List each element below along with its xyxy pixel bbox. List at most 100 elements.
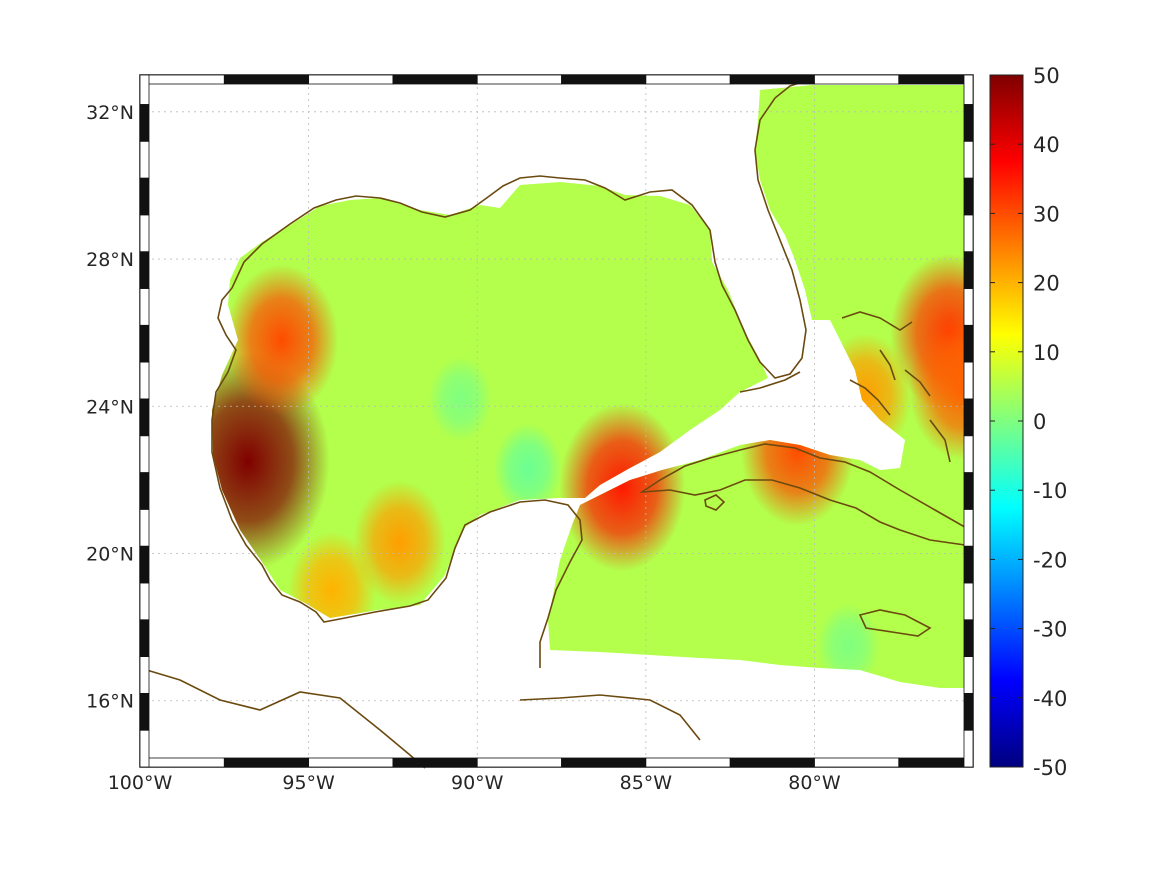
longitude-label: 95°W bbox=[282, 772, 335, 794]
texas-shelf-high bbox=[224, 264, 339, 416]
longitude-label: 90°W bbox=[451, 772, 504, 794]
frame-segment bbox=[963, 729, 974, 768]
frame-graduation bbox=[139, 74, 974, 768]
frame-segment bbox=[645, 74, 731, 85]
central-america-coastline bbox=[139, 667, 426, 769]
isle-of-youth bbox=[704, 494, 726, 511]
colorbar-ticks: 50 40 30 20 10 0 -10 -20 -30 -40 -50 bbox=[990, 64, 1067, 780]
colorbar-label: -20 bbox=[1033, 548, 1067, 572]
frame-segment bbox=[139, 435, 150, 473]
frame-segment bbox=[139, 74, 225, 85]
frame-segment bbox=[392, 757, 478, 768]
longitude-label: 80°W bbox=[788, 772, 841, 794]
florida-keys bbox=[739, 371, 801, 393]
frame-segment bbox=[476, 74, 562, 85]
frame-segment bbox=[898, 74, 974, 85]
colorbar-gradient bbox=[989, 74, 1024, 768]
frame-segment bbox=[963, 656, 974, 694]
longitude-labels: 100°W 95°W 90°W 85°W 80°W bbox=[108, 772, 841, 794]
frame-segment bbox=[476, 757, 562, 768]
frame-segment bbox=[392, 74, 478, 85]
frame-segment bbox=[963, 177, 974, 216]
colorbar-label: 50 bbox=[1033, 64, 1060, 88]
frame-segment bbox=[139, 545, 150, 584]
frame-segment bbox=[898, 757, 974, 768]
frame-segment bbox=[963, 508, 974, 547]
frame-segment bbox=[308, 757, 394, 768]
northern-gulf-coastline bbox=[231, 77, 816, 379]
frame-segment bbox=[223, 757, 310, 768]
frame-segment bbox=[963, 692, 974, 731]
frame-segment bbox=[223, 74, 310, 85]
latitude-label: 16°N bbox=[86, 691, 134, 713]
frame-segment bbox=[963, 545, 974, 584]
frame-segment bbox=[139, 582, 150, 621]
colorbar-label: -10 bbox=[1033, 479, 1067, 503]
frame-segment bbox=[645, 757, 731, 768]
latitude-label: 20°N bbox=[86, 544, 134, 566]
frame-segment bbox=[963, 140, 974, 179]
frame-segment bbox=[139, 177, 150, 216]
colorbar-label: -40 bbox=[1033, 687, 1067, 711]
frame-segment bbox=[963, 361, 974, 400]
frame-segment bbox=[963, 435, 974, 473]
frame-segment bbox=[308, 74, 394, 85]
frame-segment bbox=[561, 74, 647, 85]
frame-segment bbox=[139, 104, 150, 142]
frame-segment bbox=[139, 398, 150, 437]
frame-segment bbox=[963, 251, 974, 289]
frame-segment bbox=[139, 508, 150, 547]
latitude-label: 28°N bbox=[86, 249, 134, 271]
longitude-label: 85°W bbox=[620, 772, 673, 794]
frame-segment bbox=[139, 692, 150, 731]
frame-segment bbox=[963, 104, 974, 142]
frame-segment bbox=[139, 472, 150, 510]
east-bahamas-high bbox=[908, 315, 968, 461]
longitude-label: 100°W bbox=[108, 772, 173, 794]
central-gulf-low bbox=[428, 356, 492, 441]
latitude-labels: 32°N 28°N 24°N 20°N 16°N bbox=[86, 102, 134, 713]
colorbar-label: 10 bbox=[1033, 341, 1060, 365]
frame-segment bbox=[139, 74, 150, 105]
colorbar-label: 20 bbox=[1033, 272, 1060, 296]
frame-segment bbox=[963, 398, 974, 437]
frame-segment bbox=[963, 582, 974, 621]
frame-segment bbox=[963, 324, 974, 363]
bahamas-islands bbox=[841, 311, 951, 463]
frame-segment bbox=[963, 214, 974, 253]
frame-segment bbox=[963, 472, 974, 510]
latitude-label: 32°N bbox=[86, 102, 134, 124]
frame-segment bbox=[729, 74, 815, 85]
yucatan-channel-high bbox=[559, 403, 686, 572]
frame-segment bbox=[729, 757, 815, 768]
frame-segment bbox=[139, 288, 150, 326]
frame-segment bbox=[963, 288, 974, 326]
bay-of-campeche-high bbox=[353, 480, 447, 605]
honduras-coastline bbox=[519, 694, 701, 741]
latitude-label: 24°N bbox=[86, 396, 134, 418]
frame-segment bbox=[139, 324, 150, 363]
frame-segment bbox=[139, 757, 225, 768]
frame-segment bbox=[139, 251, 150, 289]
frame-segment bbox=[814, 74, 900, 85]
frame-segment bbox=[814, 757, 900, 768]
frame-segment bbox=[963, 74, 974, 105]
frame-segment bbox=[139, 729, 150, 768]
colorbar-label: 40 bbox=[1033, 133, 1060, 157]
frame-segment bbox=[139, 214, 150, 253]
colorbar-label: -50 bbox=[1033, 756, 1067, 780]
colorbar-label: -30 bbox=[1033, 618, 1067, 642]
frame-segment bbox=[139, 619, 150, 657]
colorbar-label: 30 bbox=[1033, 202, 1060, 226]
colorbar: 50 40 30 20 10 0 -10 -20 -30 -40 -50 bbox=[989, 64, 1067, 780]
frame-segment bbox=[139, 361, 150, 400]
frame-segment bbox=[139, 656, 150, 694]
yucatan-north-low bbox=[493, 423, 562, 515]
jamaica-coastline bbox=[858, 609, 932, 637]
frame-segment bbox=[139, 140, 150, 179]
frame-segment bbox=[561, 757, 647, 768]
gulf-coastline bbox=[211, 287, 583, 668]
colorbar-label: 0 bbox=[1033, 410, 1046, 434]
frame-segment bbox=[963, 619, 974, 657]
